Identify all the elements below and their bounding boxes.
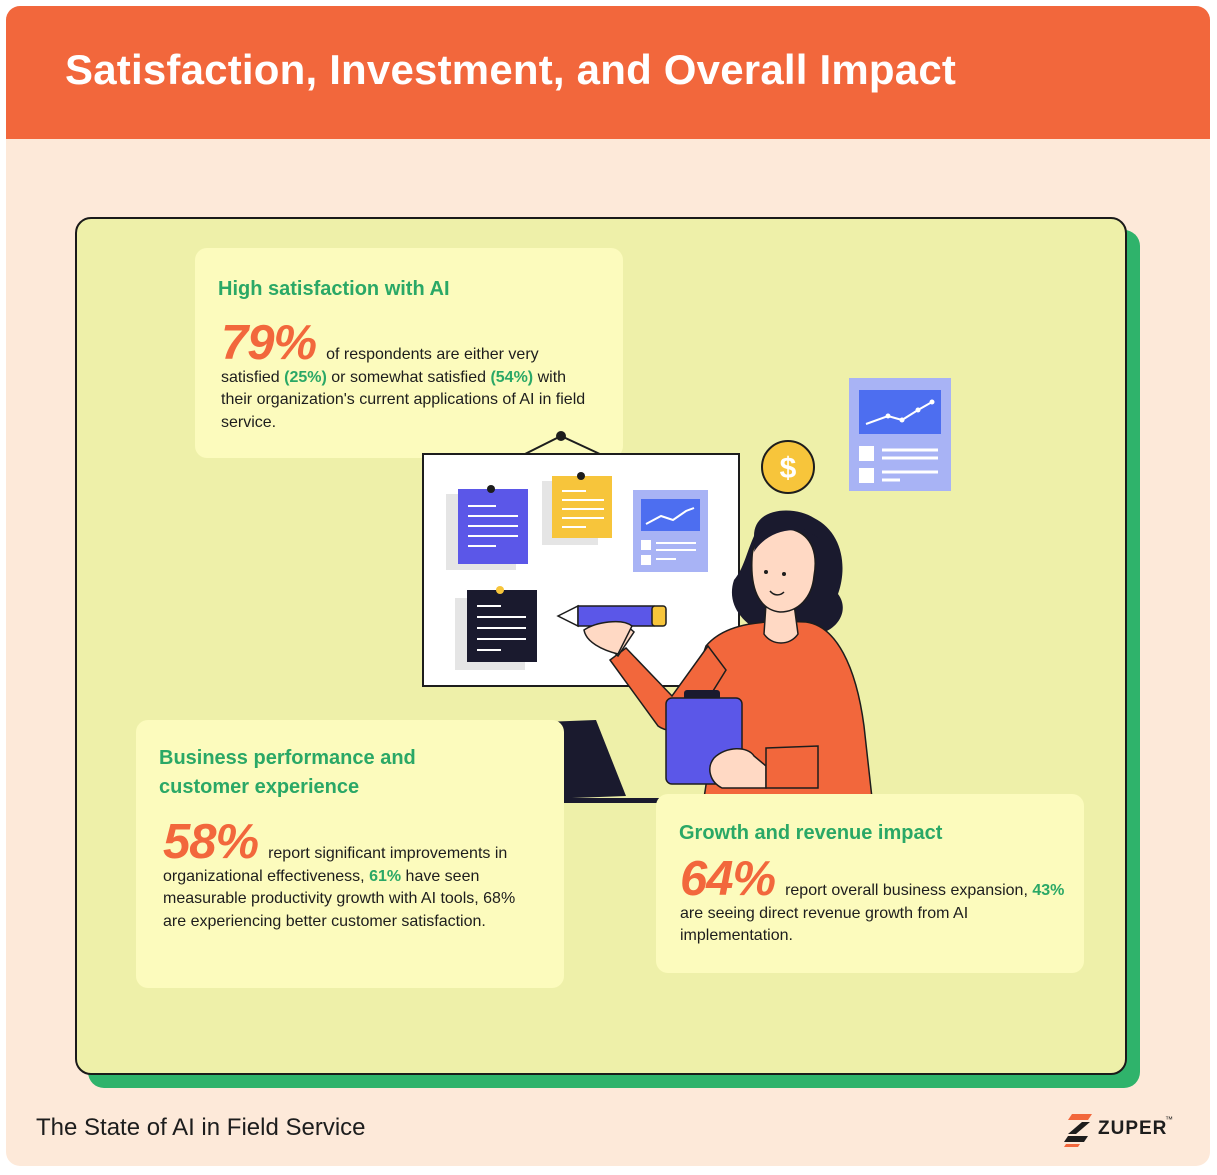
business-performance-body: 58% report significant improvements in or…	[163, 818, 538, 933]
floating-checkbox	[859, 468, 874, 483]
note-pin	[496, 586, 504, 594]
floating-chart-bg	[859, 390, 941, 434]
smile	[769, 590, 785, 596]
neck	[763, 603, 799, 644]
highlight-segment: 61%	[369, 867, 402, 885]
growth-revenue-stat: 64%	[680, 852, 776, 906]
report-checkbox	[641, 540, 651, 550]
highlight-segment: (54%)	[490, 368, 534, 386]
header-banner: Satisfaction, Investment, and Overall Im…	[6, 6, 1210, 139]
text-segment: of respondents are either very satisfied	[221, 346, 539, 386]
growth-revenue-body: 64% report overall business expansion, 43…	[680, 855, 1070, 948]
report-chart-bg	[641, 499, 700, 531]
infographic-page: Satisfaction, Investment, and Overall Im…	[6, 6, 1210, 1166]
fingers	[583, 620, 633, 655]
text-segment: are seeing direct revenue growth from AI…	[680, 904, 969, 945]
growth-revenue-card: Growth and revenue impact 64% report over…	[656, 794, 1084, 973]
text-segment: or somewhat satisfied	[326, 368, 491, 386]
business-performance-heading: Business performance and customer experi…	[159, 747, 416, 798]
page-title: Satisfaction, Investment, and Overall Im…	[65, 46, 957, 93]
trend-point	[899, 417, 905, 423]
note-pin	[577, 472, 585, 480]
highlight-segment: 43%	[1032, 882, 1065, 899]
text-segment: report overall business expansion,	[785, 882, 1033, 899]
zuper-logo-text: ZUPER	[1098, 1118, 1168, 1139]
illustration-woman-at-board: $	[422, 378, 951, 803]
satisfaction-body: 79% of respondents are either very satisf…	[221, 319, 601, 434]
footer-report-title: The State of AI in Field Service	[36, 1114, 366, 1141]
text-segment: report significant improvements in organ…	[163, 845, 508, 885]
eye	[764, 570, 768, 574]
growth-revenue-heading: Growth and revenue impact	[679, 822, 943, 844]
highlight-segment: (25%)	[284, 368, 327, 386]
business-performance-card: Business performance and customer experi…	[136, 720, 564, 988]
text-segment: with their organization's current applic…	[221, 368, 586, 431]
lower-arm	[765, 745, 819, 789]
hair-front	[754, 526, 818, 552]
satisfaction-heading: High satisfaction with AI	[218, 278, 450, 300]
trademark-symbol: ™	[1165, 1115, 1173, 1124]
note-lines	[477, 605, 526, 651]
zuper-logo-mark-icon	[1064, 1114, 1092, 1147]
text-segment: have seen measurable productivity growth…	[163, 867, 516, 930]
trend-point	[915, 407, 921, 413]
floating-checkbox	[859, 446, 874, 461]
satisfaction-card: High satisfaction with AI 79% of responde…	[195, 248, 623, 458]
zuper-logo: ZUPER ™	[1062, 1112, 1182, 1148]
business-performance-stat: 58%	[163, 815, 259, 869]
board-pin	[556, 431, 566, 441]
satisfaction-stat: 79%	[221, 316, 317, 370]
note-lines	[468, 505, 518, 547]
coin-symbol: $	[780, 452, 797, 485]
eye	[782, 572, 786, 576]
pencil-eraser	[651, 605, 667, 627]
note-lines	[562, 490, 604, 528]
dark-note	[467, 590, 537, 662]
note-pin	[487, 485, 495, 493]
dollar-coin-icon	[761, 440, 815, 494]
trend-point	[885, 413, 891, 419]
report-checkbox	[641, 555, 651, 565]
yellow-note	[552, 476, 612, 538]
trend-point	[929, 399, 935, 405]
report-trend-line	[645, 507, 695, 525]
